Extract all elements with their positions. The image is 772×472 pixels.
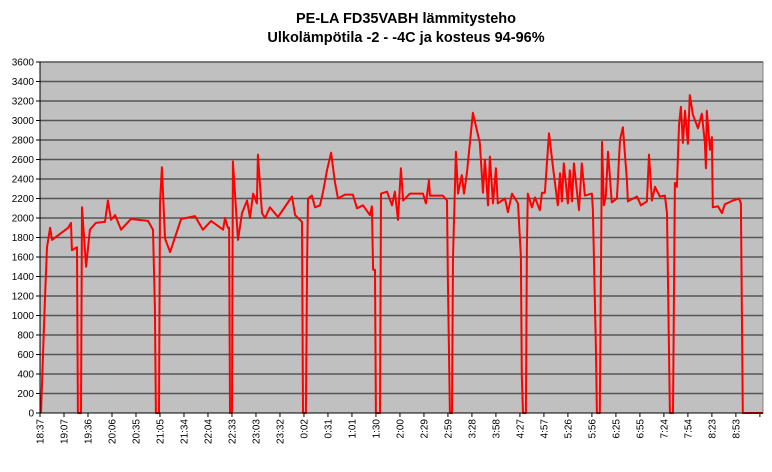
y-tick-label: 1000 [12,311,35,322]
x-tick-label: 4:27 [515,419,526,439]
y-tick-label: 3600 [12,58,35,69]
y-tick-label: 3000 [12,116,35,127]
x-tick-label: 2:00 [395,419,406,439]
x-tick-label: 7:54 [683,419,694,439]
x-tick-label: 2:59 [443,419,454,439]
x-tick-label: 0:31 [323,419,334,439]
chart-subtitle: Ulkolämpötila -2 - -4C ja kosteus 94-96% [267,30,545,46]
x-tick-label: 3:28 [467,419,478,439]
series-group [40,94,763,414]
x-tick-label: 4:57 [539,419,550,439]
y-tick-label: 400 [17,370,34,381]
y-tick-label: 600 [17,350,34,361]
x-tick-label: 20:06 [107,419,118,444]
y-tick-label: 0 [28,409,34,420]
x-tick-label: 22:04 [203,419,214,444]
x-tick-label: 19:07 [59,419,70,444]
y-tick-label: 3400 [12,77,35,88]
y-tick-label: 2000 [12,214,35,225]
x-tick-label: 7:24 [659,419,670,439]
x-tick-label: 8:53 [731,419,742,439]
x-tick-label: 6:55 [635,419,646,439]
y-tick-label: 2600 [12,155,35,166]
x-tick-label: 21:34 [179,419,190,444]
x-tick-label: 22:33 [227,419,238,444]
y-tick-label: 1600 [12,253,35,264]
y-tick-label: 3200 [12,97,35,108]
x-tick-label: 3:58 [491,419,502,439]
y-axis-ticks: 0 200 400 600 800 1000 1200 1400 1600 1800 2000 220… [12,58,40,420]
y-tick-label: 2800 [12,136,35,147]
x-axis-ticks: 18:37 19:07 19:36 20:06 20:35 21:05 21:34 22:04… [36,413,761,444]
x-tick-label: 6:25 [611,419,622,439]
y-tick-label: 2200 [12,194,35,205]
y-tick-label: 800 [17,331,34,342]
x-tick-label: 20:35 [131,419,142,444]
x-tick-label: 21:05 [155,419,166,444]
x-tick-label: 0:02 [299,419,310,439]
y-tick-label: 1200 [12,292,35,303]
series-line [40,94,763,414]
chart-title: PE-LA FD35VABH lämmitysteho [296,11,516,27]
x-tick-label: 2:29 [419,419,430,439]
chart-title-block: PE-LA FD35VABH lämmitysteho Ulkolämpötil… [0,10,772,48]
x-tick-label: 1:30 [371,419,382,439]
y-tick-label: 2400 [12,175,35,186]
y-tick-label: 1400 [12,272,35,283]
x-tick-label: 19:36 [83,419,94,444]
x-tick-label: 18:37 [36,419,47,444]
x-tick-label: 23:32 [275,419,286,444]
x-tick-label: 23:03 [251,419,262,444]
x-tick-label: 5:26 [563,419,574,439]
x-tick-label: 8:23 [707,419,718,439]
y-tick-label: 1800 [12,233,35,244]
x-tick-label: 1:01 [347,419,358,439]
x-tick-label: 5:56 [587,419,598,439]
y-tick-label: 200 [17,389,34,400]
